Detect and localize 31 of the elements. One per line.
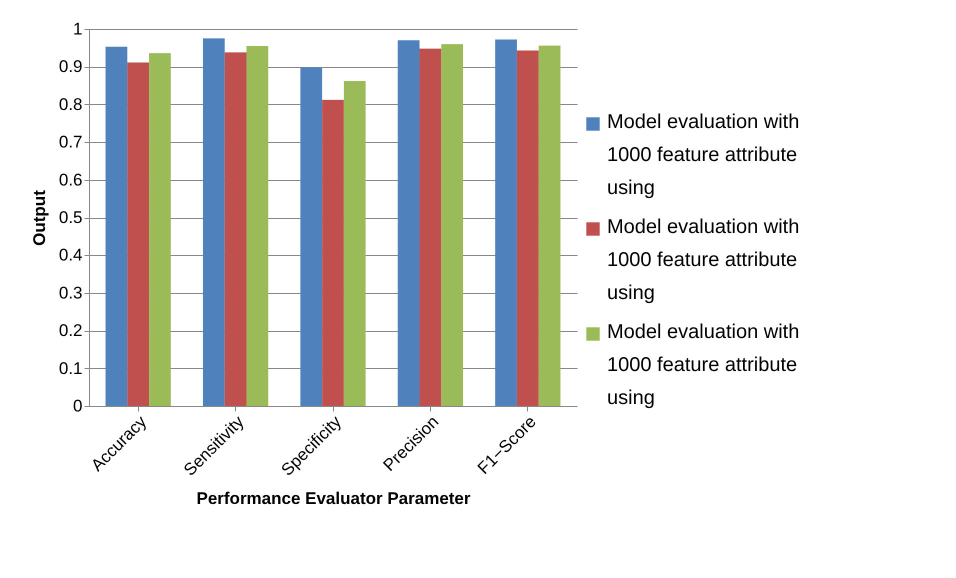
bar bbox=[344, 81, 366, 406]
bar bbox=[106, 46, 128, 406]
bar bbox=[127, 62, 150, 406]
bar bbox=[246, 46, 268, 406]
y-tick-label: 0.8 bbox=[58, 94, 82, 114]
bar bbox=[300, 67, 322, 406]
y-tick-label: 0.4 bbox=[58, 246, 82, 265]
y-tick-label: 0.2 bbox=[58, 321, 82, 340]
bar bbox=[149, 53, 171, 406]
y-tick-label: 1 bbox=[73, 20, 82, 38]
y-axis-title: Output bbox=[30, 190, 49, 246]
legend-label: Model evaluation with 1000 feature attribute using bbox=[607, 216, 800, 304]
y-tick-label: 0.7 bbox=[58, 132, 82, 152]
legend-label: Model evaluation with 1000 feature attribute using bbox=[607, 321, 800, 409]
y-tick-label: 0 bbox=[73, 396, 82, 416]
bar bbox=[420, 48, 442, 406]
bar bbox=[441, 44, 464, 406]
y-tick-label: 0.5 bbox=[58, 208, 82, 227]
y-tick-label: 0.3 bbox=[58, 283, 82, 302]
bar bbox=[224, 52, 246, 406]
bar bbox=[202, 38, 225, 406]
bar bbox=[398, 40, 420, 406]
bar bbox=[322, 100, 344, 406]
bar bbox=[495, 40, 517, 406]
bar bbox=[516, 50, 539, 406]
x-axis-title: Performance Evaluator Parameter bbox=[196, 488, 471, 508]
bar bbox=[538, 46, 560, 406]
legend-label: Model evaluation with 1000 feature attribute using bbox=[607, 111, 800, 199]
y-tick-label: 0.1 bbox=[58, 358, 82, 378]
y-tick-label: 0.6 bbox=[58, 170, 82, 190]
y-tick-label: 0.9 bbox=[58, 57, 82, 76]
